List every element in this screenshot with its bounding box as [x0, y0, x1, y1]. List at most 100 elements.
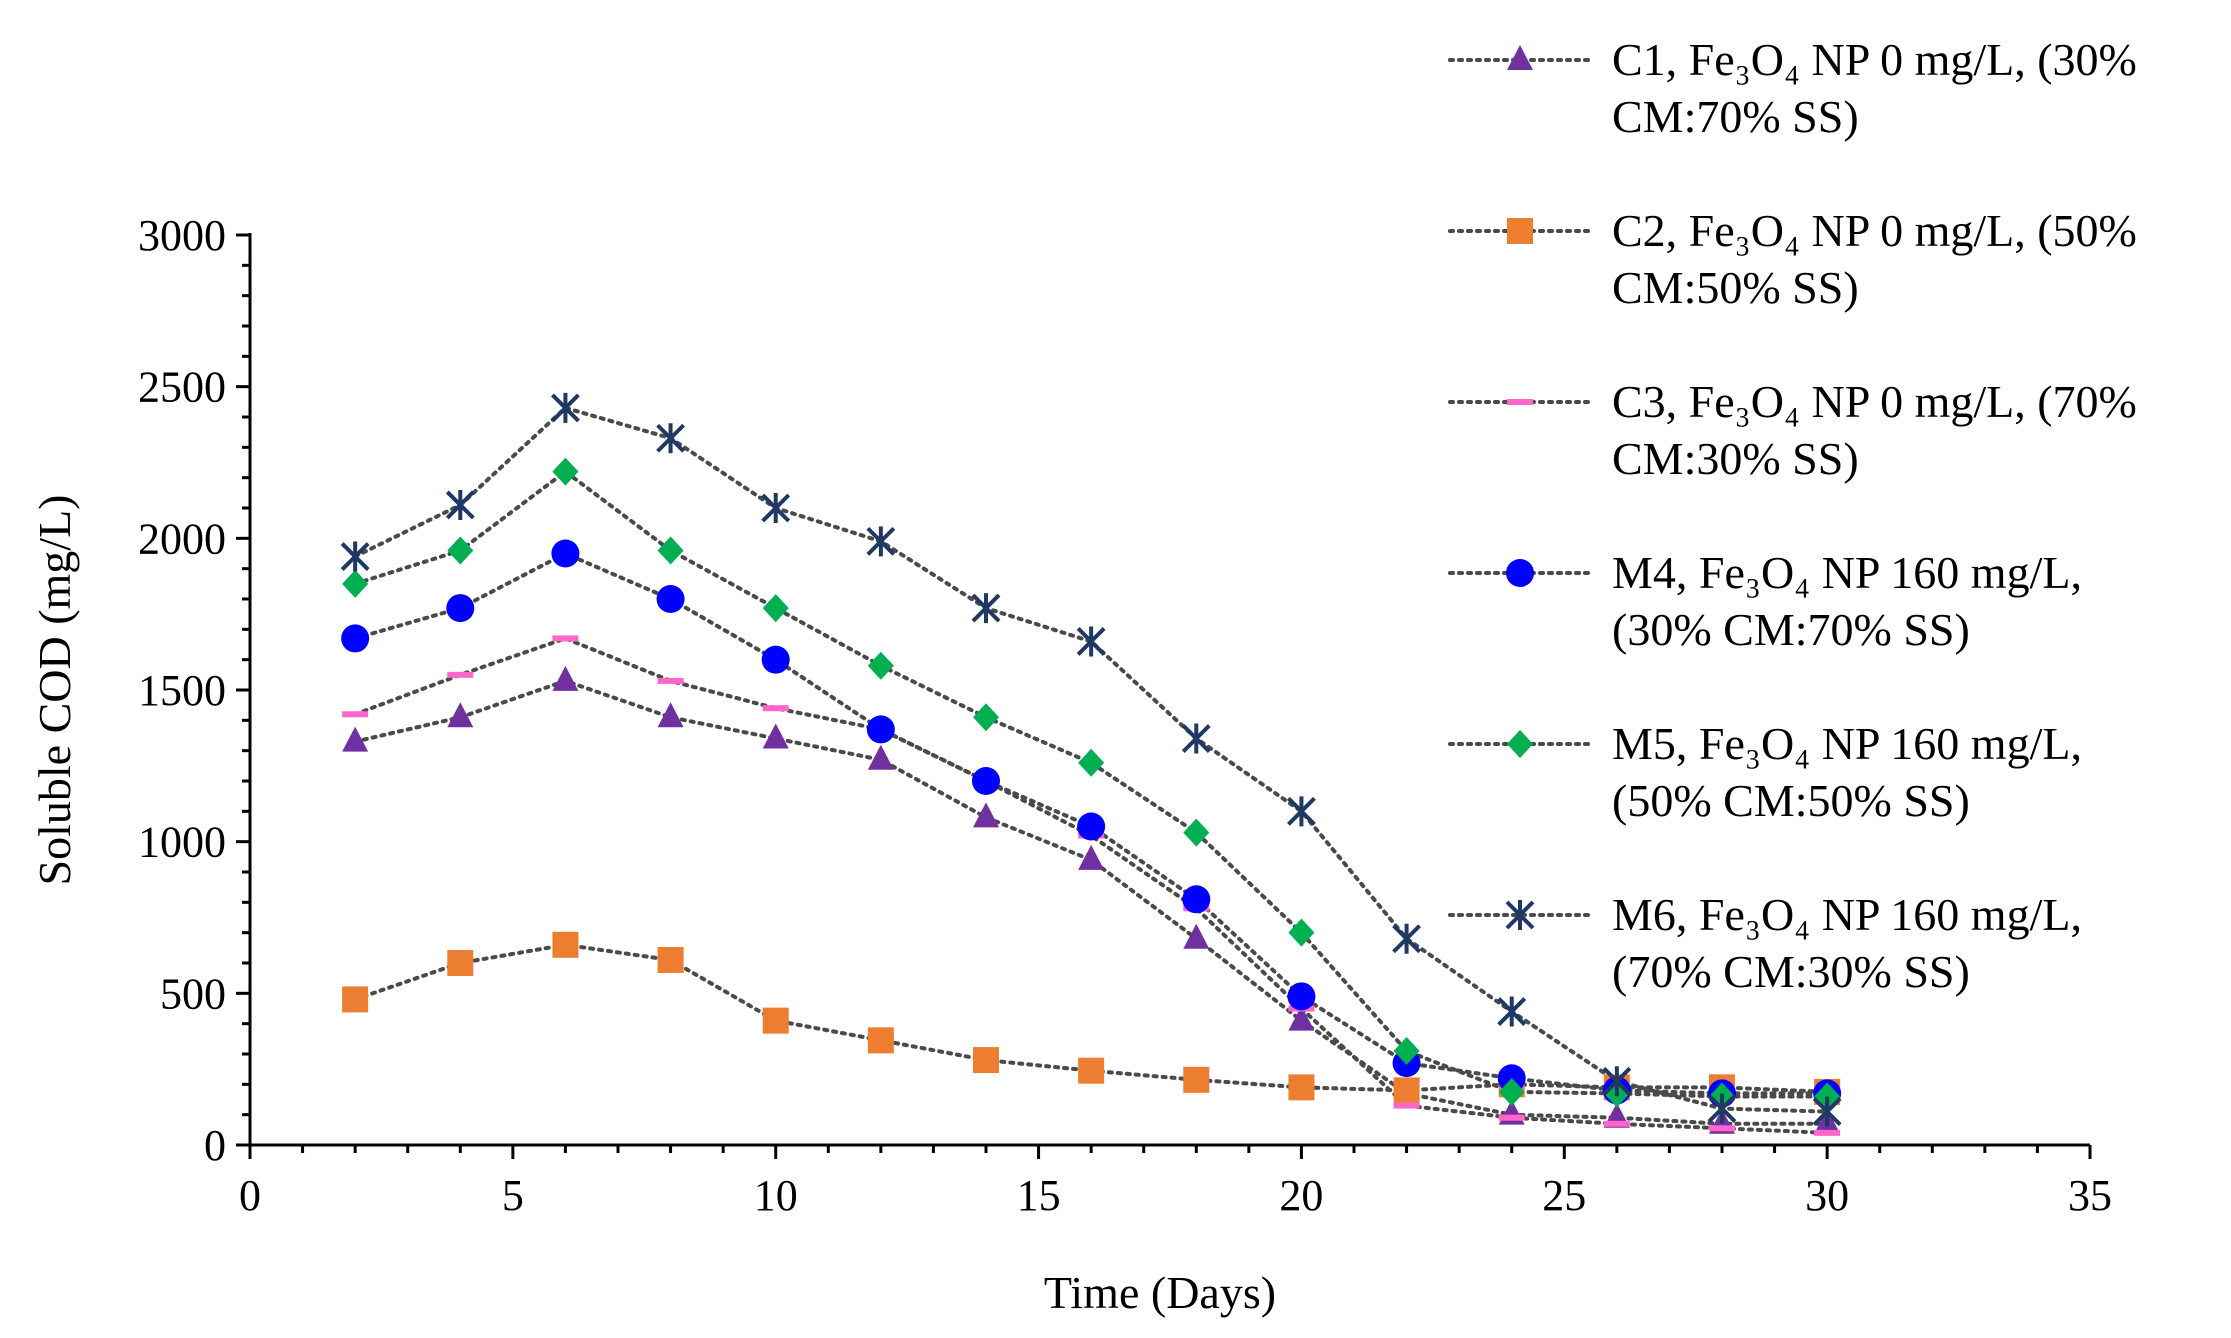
- data-point-m6: [1181, 723, 1211, 754]
- data-point-m6: [656, 423, 685, 454]
- data-point-c3: [342, 711, 369, 718]
- legend-label-line2: CM:70% SS): [1612, 91, 1859, 142]
- legend-label-line1: C1, Fe₃O₄ NP 0 mg/L, (30%: [1612, 34, 2137, 85]
- data-point-m4: [656, 585, 685, 613]
- data-point-m5: [447, 536, 474, 565]
- data-point-m6: [761, 493, 791, 523]
- legend-label-line1: C2, Fe₃O₄ NP 0 mg/L, (50%: [1612, 205, 2137, 256]
- data-point-m4: [551, 539, 580, 568]
- data-point-m4: [972, 767, 1000, 795]
- legend-marker: [1505, 900, 1535, 930]
- data-point-c1: [342, 726, 369, 752]
- data-point-m5: [1078, 748, 1105, 777]
- data-point-m5: [342, 569, 369, 598]
- data-point-c1: [973, 802, 999, 828]
- data-point-m6: [1602, 1066, 1632, 1097]
- data-point-m4: [1077, 812, 1106, 841]
- data-point-c1: [657, 702, 684, 728]
- data-point-c1: [447, 702, 474, 728]
- legend-marker: [1506, 559, 1534, 587]
- data-point-m4: [761, 645, 790, 674]
- data-point-m6: [1076, 626, 1106, 657]
- data-point-m4: [341, 624, 370, 653]
- legend-item-c1: C1, Fe₃O₄ NP 0 mg/L, (30% CM:70% SS): [1448, 34, 2137, 142]
- data-point-m5: [1183, 818, 1210, 847]
- data-point-m6: [971, 593, 1001, 624]
- legend-marker: [1507, 399, 1533, 405]
- legend-item-c2: C2, Fe₃O₄ NP 0 mg/L, (50% CM:50% SS): [1448, 205, 2137, 313]
- data-point-c2: [342, 986, 369, 1013]
- data-point-m4: [866, 715, 895, 744]
- y-tick-label: 1500: [138, 666, 226, 715]
- x-tick-label: 35: [2068, 1171, 2112, 1220]
- data-point-c3: [1603, 1120, 1630, 1127]
- axes: [248, 233, 2090, 1147]
- data-point-c3: [447, 671, 474, 678]
- markers: [340, 392, 1842, 1136]
- series-line-c3: [353, 636, 1830, 1135]
- data-point-c3: [1498, 1114, 1525, 1121]
- data-point-m6: [1707, 1093, 1737, 1124]
- data-point-c2: [1183, 1066, 1210, 1093]
- data-point-m5: [657, 536, 684, 565]
- legend-item-m5: M5, Fe₃O₄ NP 160 mg/L, (50% CM:50% SS): [1448, 718, 2082, 826]
- y-tick-label: 1000: [138, 818, 226, 867]
- data-point-m4: [446, 594, 475, 623]
- x-tick-label: 10: [754, 1171, 798, 1220]
- series-line-m5: [353, 469, 1830, 1099]
- data-point-c2: [1393, 1077, 1420, 1104]
- series-line-c1: [353, 678, 1830, 1126]
- legend-label-line1: M4, Fe₃O₄ NP 160 mg/L,: [1612, 547, 2082, 598]
- legend-marker: [1507, 45, 1533, 70]
- y-tick-label: 2000: [138, 514, 226, 563]
- data-point-m6: [866, 526, 896, 557]
- x-tick-label: 25: [1542, 1171, 1586, 1220]
- legend: C1, Fe₃O₄ NP 0 mg/L, (30% CM:70% SS) C2, F…: [1448, 34, 2137, 997]
- legend-item-c3: C3, Fe₃O₄ NP 0 mg/L, (70% CM:30% SS): [1448, 376, 2137, 484]
- data-point-c1: [1288, 1005, 1315, 1031]
- y-tick-label: 0: [204, 1121, 226, 1170]
- legend-item-m6: M6, Fe₃O₄ NP 160 mg/L, (70% CM:30% SS): [1448, 889, 2082, 997]
- y-axis-title: Soluble COD (mg/L): [29, 495, 80, 886]
- data-point-c2: [657, 946, 684, 973]
- data-point-c1: [1183, 923, 1210, 949]
- data-point-c3: [1814, 1129, 1841, 1136]
- data-point-c2: [1288, 1074, 1315, 1101]
- x-tick-label: 0: [239, 1171, 261, 1220]
- data-point-c3: [552, 635, 579, 642]
- data-point-c1: [762, 723, 789, 749]
- data-point-c2: [447, 950, 474, 976]
- data-point-m5: [1288, 918, 1315, 947]
- legend-label-line1: M6, Fe₃O₄ NP 160 mg/L,: [1612, 889, 2082, 940]
- data-point-m6: [340, 541, 370, 572]
- legend-item-m4: M4, Fe₃O₄ NP 160 mg/L, (30% CM:70% SS): [1448, 547, 2082, 655]
- x-tick-label: 30: [1805, 1171, 1849, 1220]
- legend-label-line1: M5, Fe₃O₄ NP 160 mg/L,: [1612, 718, 2082, 769]
- data-point-m5: [1498, 1077, 1525, 1106]
- legend-marker: [1507, 730, 1533, 758]
- data-point-m4: [1287, 982, 1316, 1011]
- legend-label-line1: C3, Fe₃O₄ NP 0 mg/L, (70%: [1612, 376, 2137, 427]
- x-axis-title: Time (Days): [1044, 1267, 1276, 1318]
- data-point-m4: [1182, 885, 1211, 914]
- data-point-c1: [1078, 844, 1105, 870]
- data-point-c1: [552, 665, 579, 691]
- data-point-c2: [867, 1027, 894, 1054]
- data-point-m5: [867, 651, 894, 680]
- data-point-m6: [1392, 923, 1421, 954]
- x-tick-label: 20: [1279, 1171, 1323, 1220]
- data-point-m5: [552, 457, 579, 486]
- data-point-m6: [551, 392, 580, 423]
- data-point-m5: [973, 703, 999, 732]
- data-point-c3: [657, 677, 684, 684]
- y-tick-label: 2500: [138, 363, 226, 412]
- y-tick-label: 3000: [138, 211, 226, 260]
- data-point-m6: [445, 489, 475, 520]
- data-point-c2: [552, 931, 579, 958]
- x-tick-label: 15: [1017, 1171, 1061, 1220]
- data-point-c3: [762, 705, 789, 712]
- data-point-c2: [762, 1007, 789, 1034]
- data-point-m6: [1812, 1096, 1842, 1127]
- data-point-m6: [1497, 996, 1527, 1027]
